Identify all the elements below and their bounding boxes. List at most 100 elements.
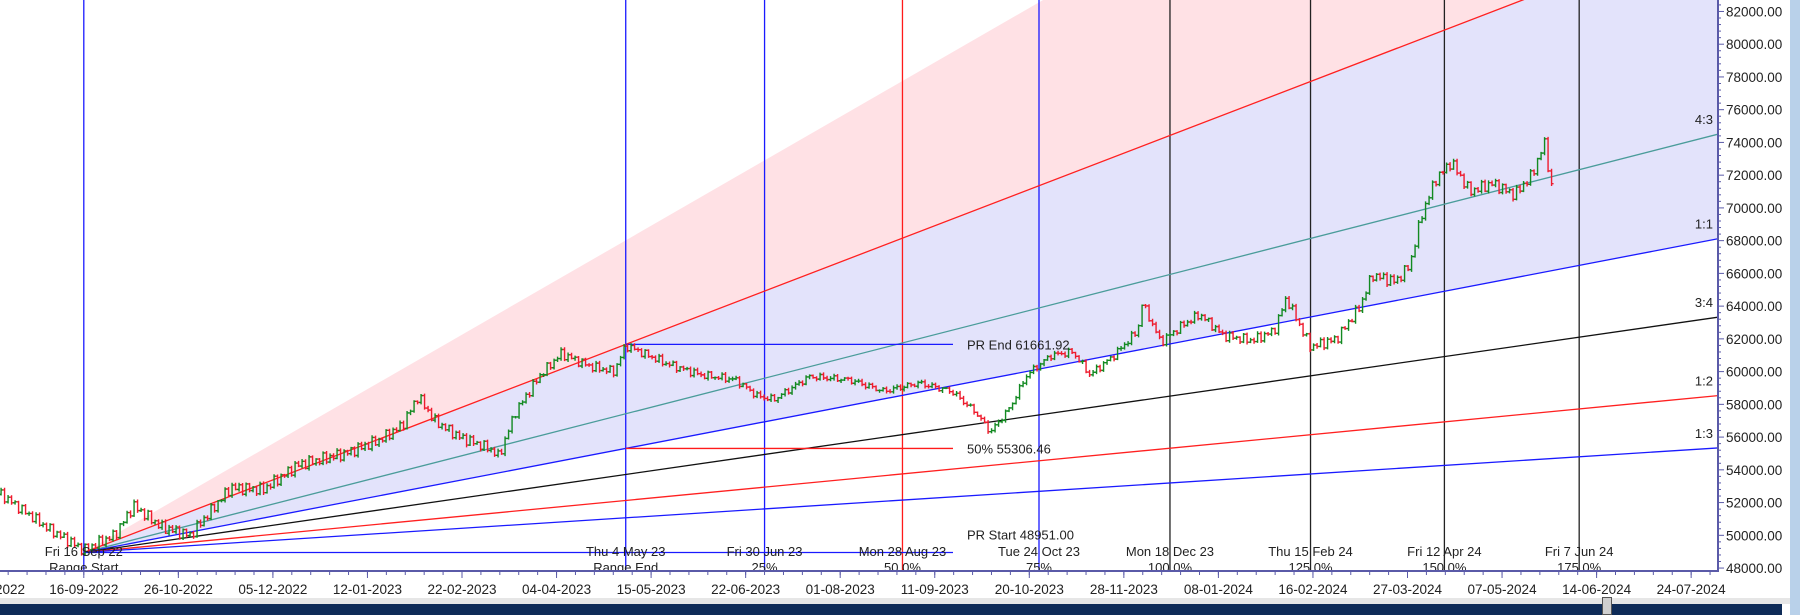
price-bar xyxy=(1017,383,1022,400)
x-tick-label: 22-02-2023 xyxy=(427,582,496,597)
y-tick-label: 78000.00 xyxy=(1726,70,1782,85)
price-bar xyxy=(1262,331,1267,343)
time-marker-date: Fri 7 Jun 24 xyxy=(1545,544,1614,559)
gann-line[interactable] xyxy=(83,394,1718,554)
time-marker-percent: 175.0% xyxy=(1557,560,1602,575)
price-bar xyxy=(1084,359,1089,374)
y-tick-label: 64000.00 xyxy=(1726,299,1782,314)
price-bar xyxy=(951,389,956,396)
price-bar xyxy=(48,523,53,532)
price-bar xyxy=(6,494,11,504)
gann-line[interactable] xyxy=(83,133,1718,554)
price-bar xyxy=(37,512,42,527)
y-tick-label: 68000.00 xyxy=(1726,234,1782,249)
price-bar xyxy=(44,522,49,532)
price-bar xyxy=(1252,337,1257,344)
price-bar xyxy=(1332,335,1337,344)
price-bar xyxy=(9,495,14,505)
price-bar xyxy=(1346,319,1351,331)
price-bar xyxy=(1091,369,1096,377)
time-marker-date: Thu 15 Feb 24 xyxy=(1268,544,1353,559)
price-bar xyxy=(1325,336,1330,350)
y-tick-label: 66000.00 xyxy=(1726,266,1782,281)
x-tick-label-partial: 2022 xyxy=(0,582,25,597)
price-bar xyxy=(58,530,63,540)
price-bar xyxy=(1339,326,1344,345)
price-bar xyxy=(121,520,126,527)
price-bar xyxy=(1241,333,1246,344)
gann-fan-lines[interactable] xyxy=(83,0,1718,554)
y-tick-label: 62000.00 xyxy=(1726,332,1782,347)
scrollbar-band xyxy=(0,598,1790,604)
y-tick-label: 72000.00 xyxy=(1726,168,1782,183)
gann-label: 1:2 xyxy=(1695,374,1713,389)
price-bar xyxy=(1238,336,1243,345)
y-axis[interactable]: 82000.00 80000.00 78000.00 76000.00 74000.00… xyxy=(1718,4,1782,576)
window-edge xyxy=(1790,0,1800,615)
price-bar xyxy=(125,510,130,524)
price-bar xyxy=(1304,332,1309,337)
price-bar xyxy=(1269,327,1274,337)
pr-start-label: PR Start 48951.00 xyxy=(967,527,1074,542)
price-bar xyxy=(1105,359,1110,365)
price-range-lines[interactable] xyxy=(83,343,953,554)
x-tick-label: 26-10-2022 xyxy=(144,582,213,597)
gann-line[interactable] xyxy=(83,238,1718,554)
price-bar xyxy=(1014,395,1019,405)
time-marker-date: Fri 30 Jun 23 xyxy=(727,544,803,559)
fan-fill-lavender xyxy=(83,0,1718,553)
x-tick-label: 28-11-2023 xyxy=(1090,582,1158,597)
x-axis[interactable]: 16-09-2022 26-10-2022 05-12-2022 12-01-2023… xyxy=(0,571,1726,597)
x-tick-label: 11-09-2023 xyxy=(901,582,969,597)
y-tick-label: 54000.00 xyxy=(1726,463,1782,478)
price-bar xyxy=(1255,331,1260,343)
time-marker-date: Fri 16 Sep 22 xyxy=(45,544,123,559)
pr-50pct-label: 50% 55306.46 xyxy=(967,441,1051,456)
time-marker-percent: 25% xyxy=(752,560,778,575)
gann-line[interactable] xyxy=(83,316,1718,554)
time-marker-percent: 150.0% xyxy=(1422,560,1467,575)
pr-end-label: PR End 61661.92 xyxy=(967,337,1070,352)
scrollbar-thumb[interactable] xyxy=(1602,597,1612,615)
y-tick-label: 52000.00 xyxy=(1726,496,1782,511)
price-bar xyxy=(20,504,25,515)
time-marker-date: Mon 28 Aug 23 xyxy=(859,544,946,559)
time-marker-date: Fri 12 Apr 24 xyxy=(1407,544,1481,559)
x-tick-label: 07-05-2024 xyxy=(1468,582,1538,597)
price-bar xyxy=(30,511,35,523)
price-bar xyxy=(34,512,39,524)
y-tick-label: 76000.00 xyxy=(1726,103,1782,118)
price-bar xyxy=(23,504,28,515)
price-bar xyxy=(1311,343,1316,352)
gann-line[interactable] xyxy=(83,0,1718,554)
y-tick-label: 58000.00 xyxy=(1726,397,1782,412)
y-tick-label: 82000.00 xyxy=(1726,4,1782,19)
x-tick-label: 27-03-2024 xyxy=(1373,582,1443,597)
price-bar xyxy=(1021,381,1026,388)
y-tick-label: 60000.00 xyxy=(1726,365,1782,380)
price-bar xyxy=(947,386,952,394)
price-bar xyxy=(16,500,21,514)
x-tick-label: 22-06-2023 xyxy=(711,582,780,597)
price-bar xyxy=(972,403,977,415)
gann-line[interactable] xyxy=(83,447,1718,554)
price-bar xyxy=(954,390,959,397)
price-bar xyxy=(1329,337,1334,344)
horizontal-scrollbar[interactable] xyxy=(0,604,1782,615)
price-bar xyxy=(0,487,4,496)
price-bar xyxy=(1336,335,1341,344)
price-bar xyxy=(1350,318,1355,323)
price-bar xyxy=(1273,327,1278,335)
x-tick-label: 14-06-2024 xyxy=(1562,582,1632,597)
price-bar xyxy=(1318,337,1323,348)
price-bar xyxy=(1087,369,1092,377)
x-tick-label: 16-09-2022 xyxy=(49,582,118,597)
price-bar xyxy=(965,401,970,408)
gann-label: 4:3 xyxy=(1695,112,1713,127)
x-tick-label: 16-02-2024 xyxy=(1278,582,1348,597)
x-tick-label: 12-01-2023 xyxy=(333,582,402,597)
price-bar xyxy=(1108,355,1113,362)
